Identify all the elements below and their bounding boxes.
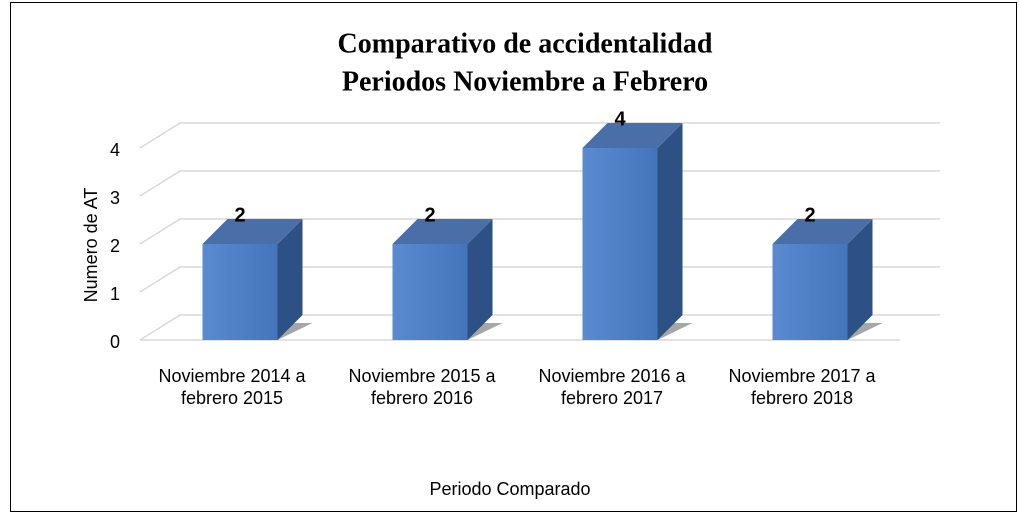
bar-side (847, 219, 873, 340)
y-tick-label: 1 (110, 284, 120, 304)
x-axis-title: Periodo Comparado (429, 479, 590, 499)
data-label: 2 (804, 204, 815, 226)
data-label: 2 (424, 204, 435, 226)
bar-side (467, 219, 493, 340)
y-tick-label: 4 (110, 140, 120, 160)
bar-side (657, 123, 683, 340)
x-tick-label: Noviembre 2015 a febrero 2016 (348, 366, 496, 408)
bar-top (202, 219, 303, 244)
y-axis-title: Numero de AT (81, 188, 101, 303)
grid-line (139, 122, 940, 149)
grid-line (139, 170, 940, 197)
chart-title: Periodos Noviembre a Febrero (342, 66, 708, 97)
bar (392, 244, 468, 340)
bar (202, 244, 278, 340)
data-label: 2 (234, 204, 245, 226)
grid-line (139, 218, 940, 245)
bar-top (582, 123, 683, 148)
data-label: 4 (614, 108, 626, 130)
y-tick-label: 2 (110, 236, 120, 256)
bar-top (392, 219, 493, 244)
grid-line (139, 314, 940, 341)
bar (772, 244, 848, 340)
grid-line (139, 266, 940, 293)
x-tick-label: Noviembre 2017 a febrero 2018 (728, 366, 876, 408)
chart-title: Comparativo de accidentalidad (338, 28, 713, 59)
x-tick-label: Noviembre 2016 a febrero 2017 (538, 366, 686, 408)
bar-side (277, 219, 303, 340)
x-tick-label: Noviembre 2014 a febrero 2015 (158, 366, 306, 408)
y-tick-label: 0 (110, 332, 120, 352)
y-tick-label: 3 (110, 188, 120, 208)
bar (582, 148, 658, 340)
bar-top (772, 219, 873, 244)
